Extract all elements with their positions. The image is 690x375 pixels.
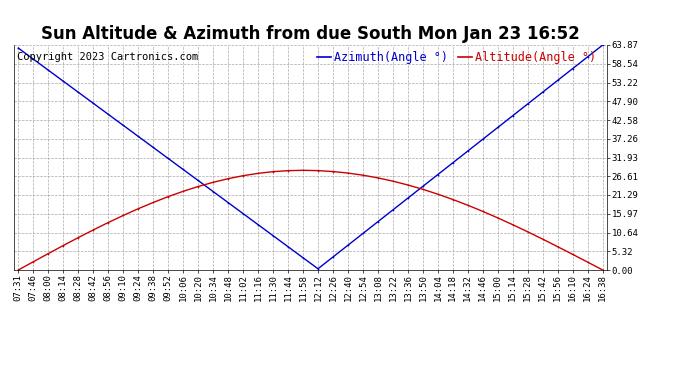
Title: Sun Altitude & Azimuth from due South Mon Jan 23 16:52: Sun Altitude & Azimuth from due South Mo… bbox=[41, 26, 580, 44]
Text: Copyright 2023 Cartronics.com: Copyright 2023 Cartronics.com bbox=[17, 52, 198, 62]
Legend: Azimuth(Angle °), Altitude(Angle °): Azimuth(Angle °), Altitude(Angle °) bbox=[312, 46, 601, 69]
